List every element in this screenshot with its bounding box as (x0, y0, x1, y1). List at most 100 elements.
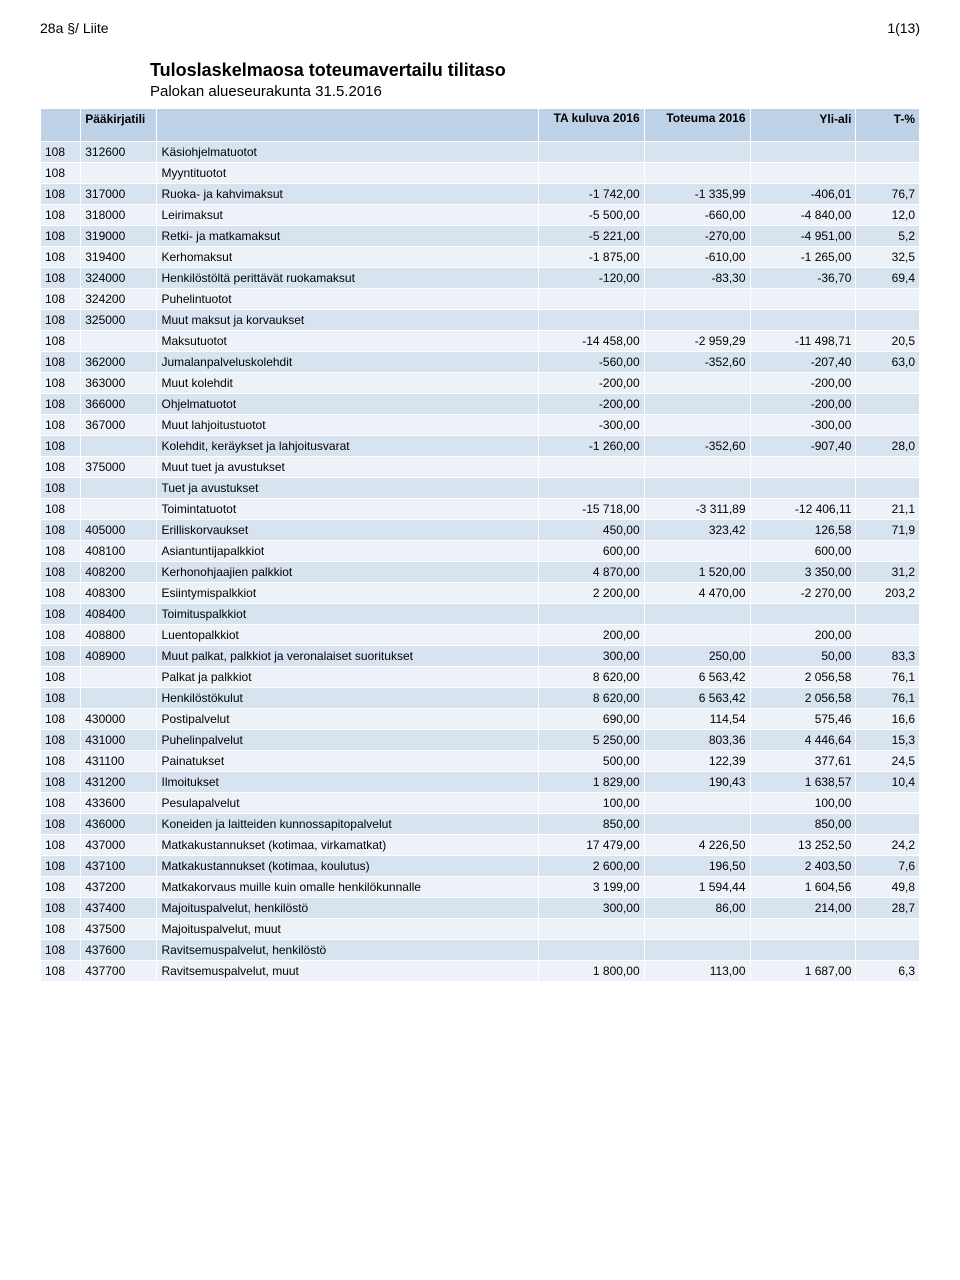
cell-diff: 600,00 (750, 541, 856, 562)
cell-budget: 450,00 (538, 520, 644, 541)
cell-actual (644, 394, 750, 415)
cell-budget (538, 310, 644, 331)
cell-budget: 850,00 (538, 814, 644, 835)
cell-desc: Toimituspalkkiot (157, 604, 538, 625)
cell-unit: 108 (41, 856, 81, 877)
cell-actual (644, 415, 750, 436)
cell-account: 433600 (81, 793, 157, 814)
cell-unit: 108 (41, 709, 81, 730)
cell-pct: 7,6 (856, 856, 920, 877)
cell-budget: 1 800,00 (538, 961, 644, 982)
cell-pct: 15,3 (856, 730, 920, 751)
table-row: 108312600Käsiohjelmatuotot (41, 142, 920, 163)
cell-unit: 108 (41, 394, 81, 415)
table-row: 108Myyntituotot (41, 163, 920, 184)
cell-actual: -352,60 (644, 436, 750, 457)
cell-pct: 28,0 (856, 436, 920, 457)
col-diff: Yli-ali (750, 109, 856, 142)
cell-account (81, 331, 157, 352)
cell-actual: 122,39 (644, 751, 750, 772)
cell-budget: 600,00 (538, 541, 644, 562)
cell-actual (644, 541, 750, 562)
cell-account: 437000 (81, 835, 157, 856)
cell-actual: 323,42 (644, 520, 750, 541)
cell-account: 437200 (81, 877, 157, 898)
table-row: 108Palkat ja palkkiot8 620,006 563,422 0… (41, 667, 920, 688)
cell-pct: 24,5 (856, 751, 920, 772)
cell-actual (644, 793, 750, 814)
cell-diff: 2 056,58 (750, 688, 856, 709)
cell-pct (856, 541, 920, 562)
cell-account: 430000 (81, 709, 157, 730)
table-row: 108436000Koneiden ja laitteiden kunnossa… (41, 814, 920, 835)
cell-desc: Ohjelmatuotot (157, 394, 538, 415)
cell-desc: Puhelinpalvelut (157, 730, 538, 751)
cell-account: 375000 (81, 457, 157, 478)
cell-pct (856, 478, 920, 499)
cell-unit: 108 (41, 835, 81, 856)
cell-desc: Muut lahjoitustuotot (157, 415, 538, 436)
cell-desc: Jumalanpalveluskolehdit (157, 352, 538, 373)
cell-unit: 108 (41, 625, 81, 646)
cell-unit: 108 (41, 793, 81, 814)
cell-desc: Majoituspalvelut, henkilöstö (157, 898, 538, 919)
cell-pct: 76,7 (856, 184, 920, 205)
cell-pct: 76,1 (856, 667, 920, 688)
cell-actual: -2 959,29 (644, 331, 750, 352)
cell-unit: 108 (41, 289, 81, 310)
cell-budget: -5 500,00 (538, 205, 644, 226)
cell-budget: 500,00 (538, 751, 644, 772)
cell-account (81, 163, 157, 184)
cell-diff (750, 142, 856, 163)
cell-account: 362000 (81, 352, 157, 373)
cell-diff (750, 604, 856, 625)
cell-pct: 16,6 (856, 709, 920, 730)
cell-desc: Luentopalkkiot (157, 625, 538, 646)
cell-unit: 108 (41, 667, 81, 688)
cell-account: 318000 (81, 205, 157, 226)
cell-budget: 8 620,00 (538, 688, 644, 709)
cell-desc: Ravitsemuspalvelut, henkilöstö (157, 940, 538, 961)
page: 28a §/ Liite 1(13) Tuloslaskelmaosa tote… (0, 0, 960, 1022)
cell-budget: 2 600,00 (538, 856, 644, 877)
cell-pct (856, 289, 920, 310)
cell-actual: 4 226,50 (644, 835, 750, 856)
cell-actual (644, 625, 750, 646)
cell-diff (750, 478, 856, 499)
cell-pct: 6,3 (856, 961, 920, 982)
cell-diff: 13 252,50 (750, 835, 856, 856)
table-row: 108319400Kerhomaksut-1 875,00-610,00-1 2… (41, 247, 920, 268)
cell-pct (856, 625, 920, 646)
cell-account: 324200 (81, 289, 157, 310)
cell-unit: 108 (41, 331, 81, 352)
cell-diff: 100,00 (750, 793, 856, 814)
cell-pct: 10,4 (856, 772, 920, 793)
cell-diff (750, 163, 856, 184)
cell-desc: Maksutuotot (157, 331, 538, 352)
cell-account: 325000 (81, 310, 157, 331)
cell-diff: -2 270,00 (750, 583, 856, 604)
cell-account: 431100 (81, 751, 157, 772)
cell-unit: 108 (41, 142, 81, 163)
cell-desc: Kolehdit, keräykset ja lahjoitusvarat (157, 436, 538, 457)
cell-unit: 108 (41, 898, 81, 919)
cell-actual: -610,00 (644, 247, 750, 268)
cell-actual: 190,43 (644, 772, 750, 793)
cell-account: 317000 (81, 184, 157, 205)
cell-unit: 108 (41, 541, 81, 562)
table-row: 108431000Puhelinpalvelut5 250,00803,364 … (41, 730, 920, 751)
cell-actual: -660,00 (644, 205, 750, 226)
cell-unit: 108 (41, 163, 81, 184)
cell-diff: -200,00 (750, 373, 856, 394)
cell-pct (856, 163, 920, 184)
cell-pct: 20,5 (856, 331, 920, 352)
cell-desc: Asiantuntijapalkkiot (157, 541, 538, 562)
cell-budget: -200,00 (538, 394, 644, 415)
table-row: 108437100Matkakustannukset (kotimaa, kou… (41, 856, 920, 877)
table-row: 108408300Esiintymispalkkiot2 200,004 470… (41, 583, 920, 604)
cell-pct: 5,2 (856, 226, 920, 247)
cell-pct: 21,1 (856, 499, 920, 520)
cell-budget: -200,00 (538, 373, 644, 394)
table-row: 108437500Majoituspalvelut, muut (41, 919, 920, 940)
cell-actual: 113,00 (644, 961, 750, 982)
